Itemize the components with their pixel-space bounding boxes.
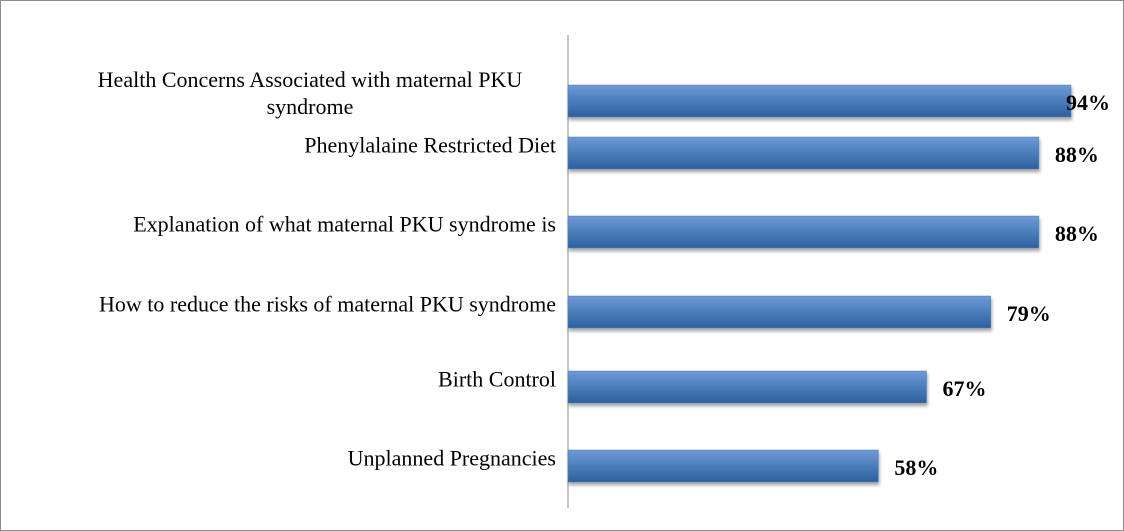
category-label-box: Health Concerns Associated with maternal… [56,66,556,120]
category-label: Unplanned Pregnancies [347,445,556,471]
bar [567,370,927,404]
bar [567,449,879,483]
category-label-box: How to reduce the risks of maternal PKU … [56,291,556,318]
value-label: 94% [1066,90,1110,115]
value-label: 88% [1055,142,1099,167]
category-label-box: Unplanned Pregnancies [56,445,556,472]
category-label: Health Concerns Associated with maternal… [97,67,523,119]
value-label: 67% [943,376,987,401]
category-label: How to reduce the risks of maternal PKU … [98,291,556,317]
category-label-box: Explanation of what maternal PKU syndrom… [56,211,556,238]
bar [567,84,1072,118]
value-label: 58% [894,455,938,480]
category-label-box: Birth Control [56,366,556,393]
bar [567,215,1040,249]
value-label: 79% [1007,301,1051,326]
category-label: Birth Control [438,366,556,392]
bar [567,136,1040,170]
category-label: Phenylalaine Restricted Diet [304,132,556,158]
category-label-box: Phenylalaine Restricted Diet [56,132,556,159]
value-label: 88% [1055,221,1099,246]
category-label: Explanation of what maternal PKU syndrom… [133,211,556,237]
bar [567,295,991,329]
